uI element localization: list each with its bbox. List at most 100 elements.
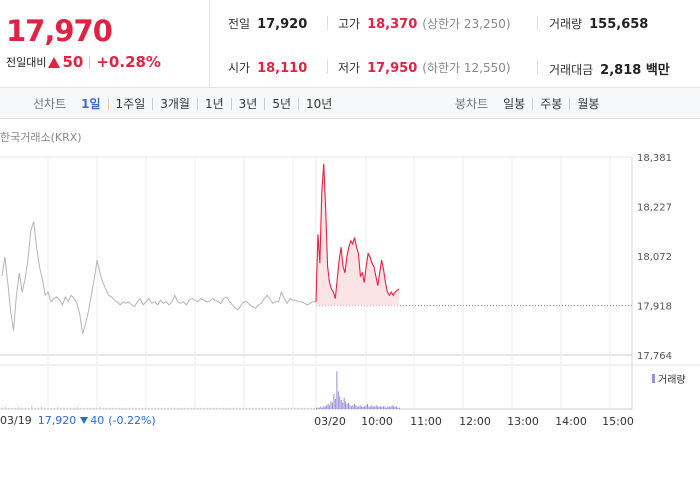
tab-5y[interactable]: 5년 <box>265 97 300 110</box>
volume-bar <box>372 406 374 409</box>
divider <box>327 16 328 30</box>
exchange-label: 한국거래소(KRX) <box>0 131 82 144</box>
volume-bar <box>164 407 166 409</box>
volume-bar <box>193 407 195 409</box>
tab-10y[interactable]: 10년 <box>306 96 333 111</box>
volume-bar <box>245 407 247 409</box>
y-tick-label: 17,918 <box>637 302 672 313</box>
volume-bar <box>80 407 81 409</box>
volume-bar <box>63 407 65 409</box>
volume-bar <box>219 407 221 409</box>
volume-bar <box>388 406 390 409</box>
volume-bar <box>96 407 98 409</box>
volume-bar <box>210 407 211 409</box>
volume-bar <box>47 407 49 409</box>
volume-bar <box>21 407 23 409</box>
volume-bar <box>161 407 163 409</box>
up-arrow-icon <box>48 56 61 68</box>
volume-bar <box>44 407 46 409</box>
volume-bar <box>177 407 179 409</box>
volume-bar <box>329 405 331 409</box>
volume-bar <box>291 407 293 409</box>
volume-bar <box>34 407 36 409</box>
stat-value: 17,950 <box>367 61 418 76</box>
volume-bar <box>343 397 345 409</box>
change-row: 전일대비 50 +0.28% <box>6 53 161 71</box>
tab-1d[interactable]: 1일 <box>74 97 109 110</box>
current-price: 17,970 <box>6 14 113 48</box>
quote-header: 17,970 전일대비 50 +0.28% 전일 17,920 고가 18,37… <box>0 0 700 88</box>
volume-bar <box>385 407 387 409</box>
volume-bar <box>374 406 376 409</box>
stat-volume: 거래량 155,658 <box>549 15 648 32</box>
volume-bar <box>37 407 39 409</box>
volume-bar <box>391 405 393 409</box>
volume-bar <box>340 400 342 409</box>
change-value: 50 <box>62 53 84 71</box>
line-chart-label: 선차트 <box>33 97 67 111</box>
volume-bar <box>50 407 52 409</box>
y-tick-label: 17,764 <box>637 351 672 362</box>
volume-bar <box>356 406 358 409</box>
stat-label: 전일 <box>228 17 251 31</box>
volume-bar <box>83 407 85 409</box>
volume-legend: 거래량 <box>652 371 686 386</box>
volume-bar <box>70 407 72 409</box>
volume-bar <box>301 407 302 409</box>
volume-bar <box>350 406 352 409</box>
prev-session-line <box>1 221 316 334</box>
volume-bar <box>115 407 117 409</box>
volume-bar <box>339 396 341 409</box>
volume-bar <box>167 407 169 409</box>
prev-price: 17,920 <box>37 414 77 427</box>
stat-open: 시가 18,110 <box>228 59 307 76</box>
volume-bar <box>180 407 182 409</box>
volume-bar <box>345 401 347 409</box>
chart-tabbar: 선차트 1일 1주일 3개월 1년 3년 5년 10년 봉차트 일봉 주봉 월봉 <box>0 88 700 119</box>
volume-bar <box>73 407 75 409</box>
volume-bar <box>381 406 383 409</box>
stat-value: 18,370 <box>367 17 418 32</box>
prev-date: 03/19 <box>0 414 32 427</box>
volume-bar <box>119 407 120 409</box>
volume-bar <box>371 405 373 409</box>
volume-bar <box>232 407 234 409</box>
volume-bar <box>148 407 150 409</box>
volume-bar <box>320 406 322 409</box>
volume-bar <box>375 405 377 409</box>
divider <box>327 60 328 74</box>
tab-3y[interactable]: 3년 <box>232 97 266 110</box>
prev-change: 40 <box>90 414 105 427</box>
stat-label: 거래대금 <box>549 63 594 77</box>
volume-bar <box>200 407 202 409</box>
candle-chart-label: 봉차트 <box>455 97 489 111</box>
volume-bar <box>348 402 350 409</box>
volume-bar <box>171 407 172 409</box>
volume-bar <box>24 407 26 409</box>
volume-legend-label: 거래량 <box>658 375 686 386</box>
volume-bar <box>141 407 143 409</box>
current-session-line <box>315 163 400 302</box>
volume-bar <box>294 407 296 409</box>
volume-bar <box>353 403 355 409</box>
tab-1w[interactable]: 1주일 <box>109 97 154 110</box>
tab-weekly[interactable]: 주봉 <box>533 97 571 110</box>
stat-trade-value: 거래대금 2,818 백만 <box>549 59 670 78</box>
volume-bar <box>397 407 399 409</box>
volume-bar <box>380 406 382 409</box>
tab-monthly[interactable]: 월봉 <box>577 96 600 111</box>
volume-bar <box>236 407 237 409</box>
volume-bar <box>5 406 7 409</box>
volume-bar <box>364 406 366 409</box>
tab-daily[interactable]: 일봉 <box>496 97 534 110</box>
volume-bar <box>377 406 379 409</box>
volume-bar <box>393 406 395 409</box>
tab-1y[interactable]: 1년 <box>198 97 232 110</box>
volume-bar <box>358 406 360 409</box>
volume-bar <box>321 407 323 409</box>
volume-bar <box>327 403 329 409</box>
volume-bar <box>324 406 326 409</box>
volume-bar <box>318 407 320 409</box>
x-tick-label: 13:00 <box>507 415 539 428</box>
tab-3m[interactable]: 3개월 <box>153 97 198 110</box>
